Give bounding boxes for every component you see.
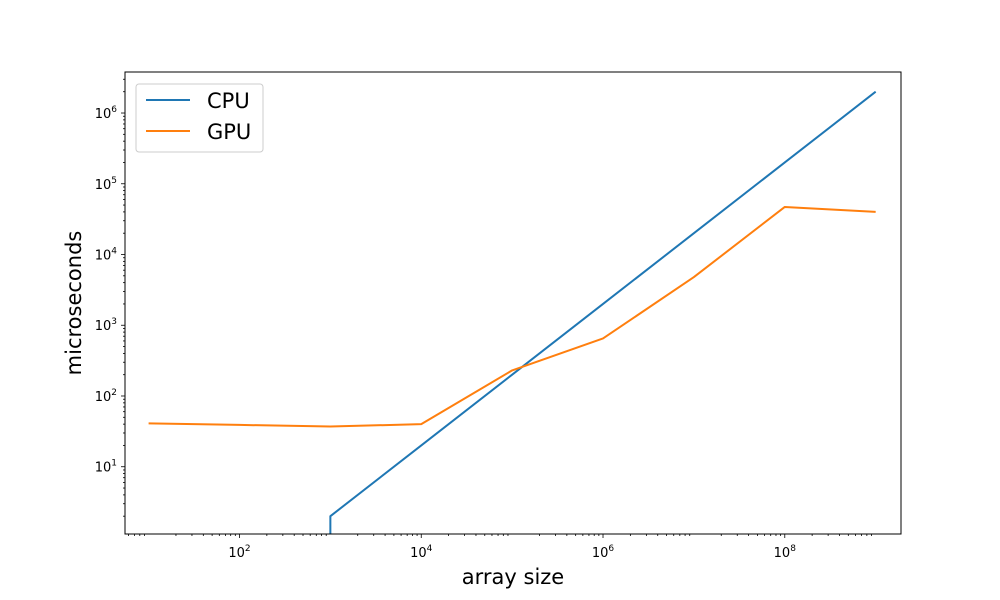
series-line-cpu — [329, 90, 877, 534]
x-tick-label: 104 — [410, 544, 433, 561]
x-tick-label: 106 — [592, 544, 615, 561]
legend-label-gpu: GPU — [207, 120, 251, 144]
y-tick-label: 106 — [95, 105, 118, 122]
legend-label-cpu: CPU — [207, 89, 250, 113]
plot-frame — [124, 71, 902, 535]
x-tick-label: 102 — [228, 544, 250, 561]
y-tick-label: 101 — [95, 459, 117, 476]
series-line-gpu — [148, 205, 876, 428]
y-tick-label: 102 — [95, 388, 117, 405]
y-tick-label: 103 — [95, 317, 117, 334]
y-tick-label: 104 — [95, 247, 118, 264]
y-tick-label: 105 — [95, 176, 117, 193]
y-axis-label: microseconds — [62, 231, 86, 376]
legend: CPU GPU — [135, 83, 264, 153]
x-tick-label: 108 — [774, 544, 797, 561]
x-axis-label: array size — [462, 565, 564, 589]
